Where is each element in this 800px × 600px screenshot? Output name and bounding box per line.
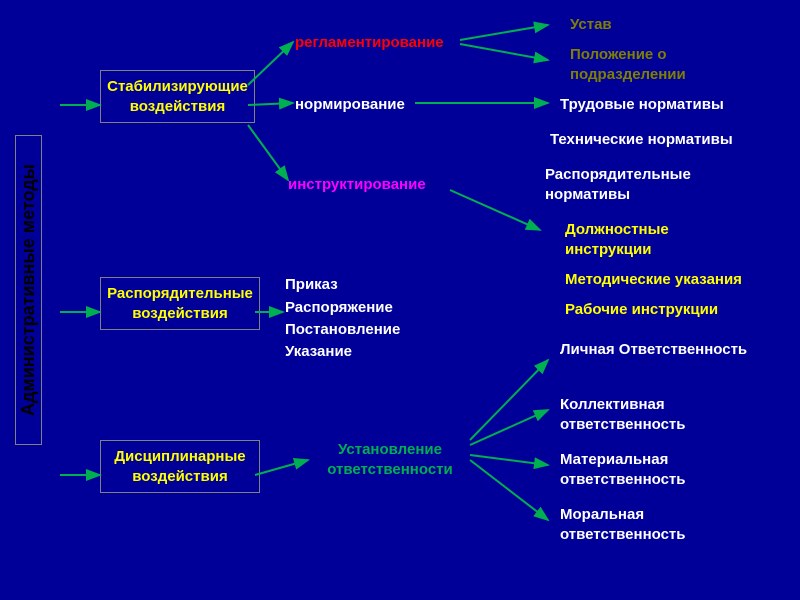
- label-kollekt: Коллективная ответственность: [560, 395, 750, 434]
- label-instrukt: инструктирование: [288, 175, 426, 195]
- label-reglament: регламентирование: [295, 33, 444, 53]
- label-lichnaya: Личная Ответственность: [560, 340, 750, 360]
- label-polozhenie: Положение о подразделении: [570, 45, 740, 84]
- label-rasp-norm: Распорядительные нормативы: [545, 165, 765, 204]
- vertical-label: Административные методы: [15, 135, 42, 445]
- label-ustav: Устав: [570, 15, 612, 35]
- label-trud-norm: Трудовые нормативы: [560, 95, 724, 115]
- label-ukaz: Указание: [285, 342, 352, 362]
- label-metod: Методические указания: [565, 270, 742, 290]
- box-directive: Распорядительные воздействия: [100, 277, 260, 330]
- label-moral: Моральная ответственность: [560, 505, 750, 544]
- label-prikaz: Приказ: [285, 275, 338, 295]
- label-ustanovlenie: Установление ответственности: [310, 440, 470, 479]
- label-raspor: Распоряжение: [285, 298, 393, 318]
- label-tech-norm: Технические нормативы: [550, 130, 733, 150]
- label-normirovanie: нормирование: [295, 95, 405, 115]
- label-material: Материальная ответственность: [560, 450, 750, 489]
- label-post: Постановление: [285, 320, 400, 340]
- box-disciplinary: Дисциплинарные воздействия: [100, 440, 260, 493]
- label-dolzh: Должностные инструкции: [565, 220, 745, 259]
- box-stabilizing: Стабилизирующие воздействия: [100, 70, 255, 123]
- label-rab: Рабочие инструкции: [565, 300, 718, 320]
